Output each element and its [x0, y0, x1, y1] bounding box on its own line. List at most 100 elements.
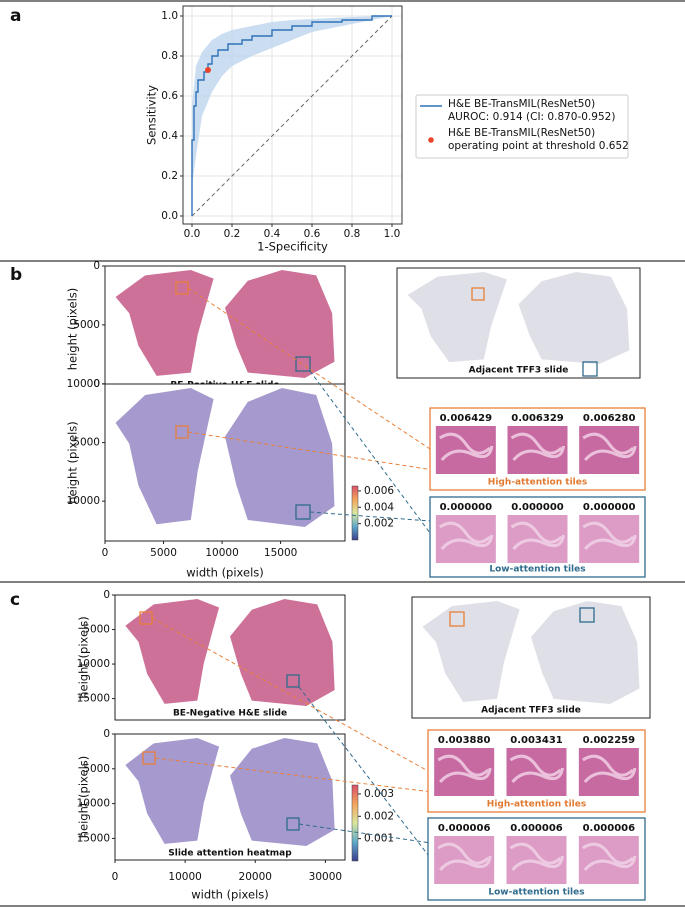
legend-label: operating point at threshold 0.652 [448, 140, 629, 152]
colorbar-tick-label: 0.002 [364, 810, 394, 822]
tile-score: 0.000006 [510, 823, 563, 834]
y-axis-label: height (pixels) [77, 616, 91, 699]
y-tick-label: 0 [103, 728, 110, 740]
roi-box [471, 287, 485, 301]
tile-score: 0.006329 [511, 413, 564, 424]
x-tick-label: 30000 [309, 871, 342, 883]
y-tick-label: 10000 [77, 798, 110, 810]
tile-score: 0.002259 [583, 735, 636, 746]
colorbar [351, 784, 359, 862]
tile-label: High-attention tiles [487, 800, 586, 810]
axes-frame [182, 5, 403, 225]
y-axis-label: height (pixels) [77, 756, 91, 839]
roi-box [295, 356, 311, 372]
tile-label: Low-attention tiles [489, 565, 585, 575]
y-axis-label: Sensitivity [145, 85, 159, 145]
y-tick-label: 1.0 [161, 10, 178, 22]
connector [298, 686, 429, 856]
tff3-tissue [531, 601, 640, 704]
slide-caption: BE-Negative H&E slide [173, 709, 287, 719]
ci-band [192, 16, 392, 186]
heatmap-tissue [230, 738, 335, 846]
tile-texture [510, 432, 565, 462]
tile-texture [439, 432, 494, 462]
legend-label: AUROC: 0.914 (CI: 0.870-0.952) [448, 111, 615, 123]
connector [151, 617, 429, 772]
slide-caption: Slide attention heatmap [168, 849, 292, 859]
colorbar-tick-label: 0.001 [364, 833, 394, 845]
operating-point [205, 67, 211, 73]
tile-texture [437, 754, 492, 784]
tile-texture [582, 754, 637, 784]
tile-texture [509, 842, 564, 872]
tile-score: 0.006429 [440, 413, 493, 424]
y-tick-label: 5000 [73, 319, 100, 331]
tile-texture [582, 842, 637, 872]
x-tick-label: 0.8 [344, 228, 361, 240]
y-tick-label: 5000 [73, 437, 100, 449]
y-tick-label: 5000 [83, 763, 110, 775]
tile-texture [437, 842, 492, 872]
y-tick-label: 0 [93, 260, 100, 272]
x-tick-label: 0.6 [304, 228, 321, 240]
tile-score: 0.003880 [438, 735, 491, 746]
y-tick-label: 0.2 [161, 170, 178, 182]
y-tick-label: 0 [93, 378, 100, 390]
colorbar-tick-label: 0.006 [364, 485, 394, 497]
x-tick-label: 1.0 [384, 228, 401, 240]
tff3-tissue [407, 272, 507, 363]
legend-box [415, 94, 629, 159]
he-tissue [125, 599, 220, 704]
y-axis-label: height (pixels) [66, 421, 80, 504]
x-axis-label: 1-Specificity [257, 240, 328, 254]
x-tick-label: 15000 [264, 547, 297, 559]
heatmap-tissue [115, 388, 214, 525]
x-tick-label: 10000 [168, 871, 201, 883]
tile-texture [509, 754, 564, 784]
panel-label: b [10, 265, 22, 285]
roc-curve [191, 15, 392, 216]
x-tick-label: 5000 [150, 547, 177, 559]
roi-box [286, 674, 300, 688]
tile-label: Low-attention tiles [488, 888, 584, 898]
panel-label: c [10, 590, 20, 610]
connector [309, 370, 431, 534]
colorbar [351, 485, 359, 541]
colorbar-tick-label: 0.003 [364, 788, 394, 800]
tile-texture [510, 521, 565, 551]
roi-box [582, 361, 598, 377]
heatmap-tissue [225, 388, 335, 527]
y-tick-label: 10000 [67, 378, 100, 390]
tile-score: 0.000000 [440, 502, 493, 513]
y-tick-label: 0.6 [161, 90, 178, 102]
tile-texture [582, 521, 637, 551]
y-tick-label: 0.0 [161, 210, 178, 222]
tile-score: 0.000000 [511, 502, 564, 513]
connector [187, 431, 431, 470]
y-tick-label: 0.8 [161, 50, 178, 62]
y-tick-label: 5000 [83, 624, 110, 636]
reference-line [191, 15, 393, 217]
tile-score: 0.000000 [583, 502, 636, 513]
y-tick-label: 10000 [67, 495, 100, 507]
he-tissue [230, 599, 335, 706]
y-axis-label: height (pixels) [66, 288, 80, 371]
y-tick-label: 15000 [77, 693, 110, 705]
slide-caption: Adjacent TFF3 slide [469, 366, 569, 376]
colorbar-tick-label: 0.002 [364, 518, 394, 530]
tff3-tissue [422, 601, 520, 702]
x-tick-label: 0.2 [224, 228, 241, 240]
tile-score: 0.000006 [583, 823, 636, 834]
connector [154, 757, 429, 792]
he-tissue [225, 270, 335, 378]
slide-caption: Adjacent TFF3 slide [481, 706, 581, 716]
x-tick-label: 20000 [239, 871, 272, 883]
tile-score: 0.006280 [583, 413, 636, 424]
roi-box [449, 611, 465, 627]
tile-texture [439, 521, 494, 551]
x-tick-label: 0.0 [184, 228, 201, 240]
y-tick-label: 15000 [77, 832, 110, 844]
x-axis-label: width (pixels) [186, 566, 264, 580]
legend-label: H&E BE-TransMIL(ResNet50) [448, 98, 595, 110]
